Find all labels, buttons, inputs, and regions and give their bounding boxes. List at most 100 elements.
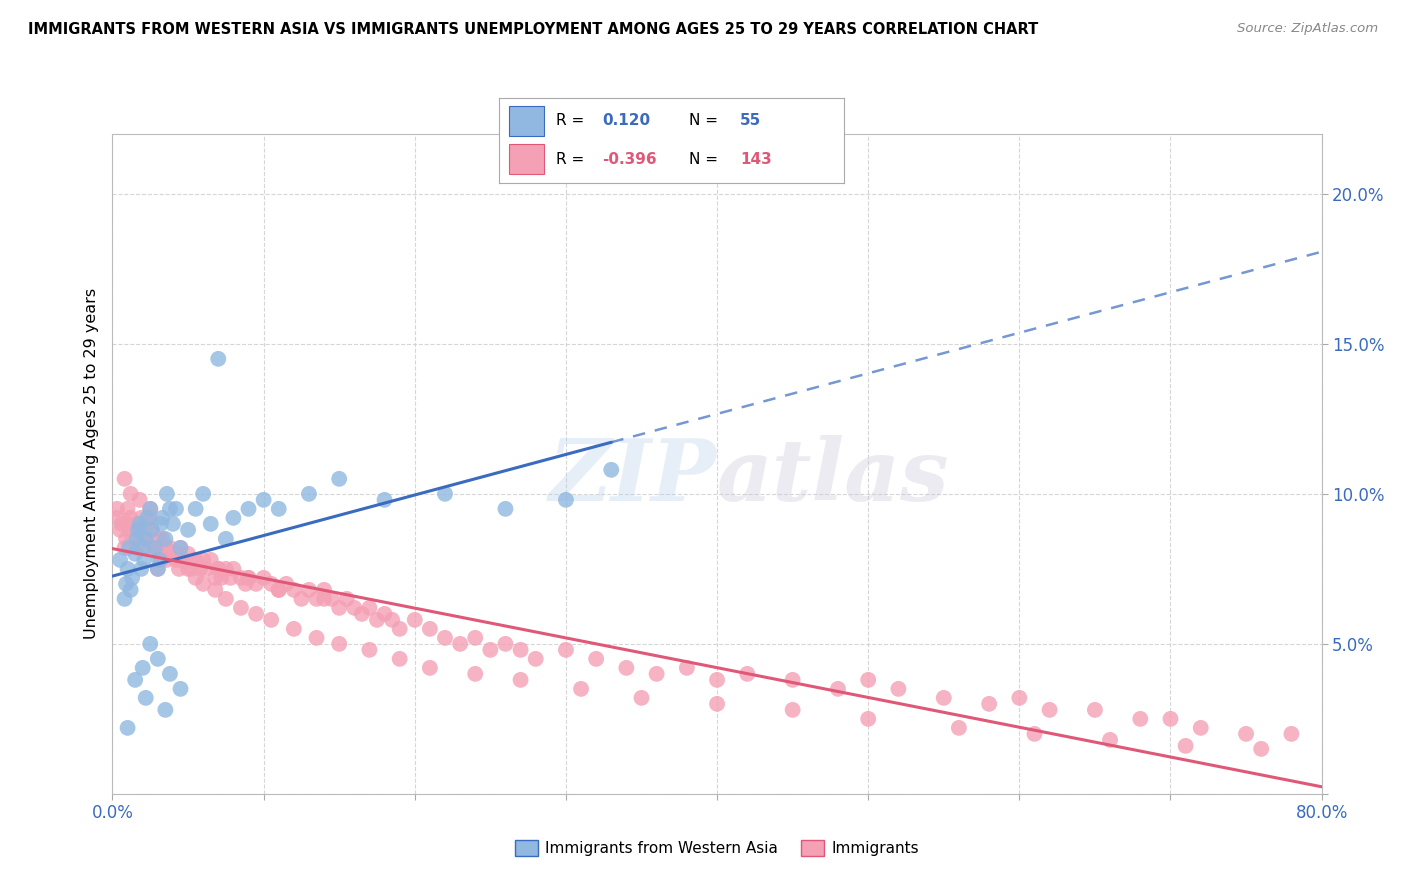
Point [124,547,146,561]
Point [524,652,547,666]
Point [195,562,218,576]
Point [200,553,222,567]
Point [136,511,159,525]
Point [283,582,305,597]
Point [117,721,139,735]
Point [260,577,283,591]
Point [856,712,880,726]
Point [238,501,260,516]
Point [1024,727,1046,741]
Point [359,643,381,657]
Point [115,532,138,546]
Point [238,571,260,585]
Point [215,562,238,576]
Point [314,582,336,597]
Point [146,652,169,666]
Text: atlas: atlas [717,435,949,519]
Point [495,501,517,516]
Text: N =: N = [689,152,717,167]
Point [305,591,328,606]
Point [1098,732,1121,747]
Point [169,681,191,696]
Point [260,613,283,627]
Point [132,661,155,675]
Point [159,541,181,555]
Point [125,532,148,546]
Point [156,553,179,567]
Point [105,501,128,516]
Point [204,582,226,597]
Point [509,643,531,657]
Point [283,622,305,636]
Point [139,511,162,525]
Text: 55: 55 [741,113,762,128]
Point [977,697,1000,711]
Point [129,562,152,576]
Point [165,553,187,567]
Point [108,523,131,537]
Point [388,652,411,666]
Point [253,492,276,507]
Point [150,511,173,525]
Point [374,607,396,621]
Point [328,637,350,651]
Point [267,582,290,597]
Point [120,487,142,501]
Point [177,562,200,576]
Point [127,523,149,537]
Point [204,571,226,585]
Point [184,501,207,516]
Point [146,541,169,555]
Point [118,541,141,555]
Point [381,613,404,627]
Point [139,501,162,516]
Point [207,351,229,366]
Point [554,492,576,507]
Point [127,523,149,537]
Point [128,532,150,546]
Point [585,652,607,666]
Point [737,666,759,681]
Point [155,541,177,555]
Point [174,553,197,567]
Point [706,673,728,687]
Point [159,666,181,681]
Point [135,532,157,546]
Point [165,501,187,516]
Point [419,661,441,675]
Point [169,553,191,567]
Point [215,591,238,606]
Point [114,541,136,555]
Text: Source: ZipAtlas.com: Source: ZipAtlas.com [1237,22,1378,36]
Point [1234,727,1257,741]
Point [328,600,350,615]
Point [167,562,190,576]
Point [150,532,173,546]
Point [124,516,146,531]
Point [149,516,172,531]
Point [433,631,456,645]
Point [298,487,321,501]
Point [366,613,388,627]
Point [188,562,211,576]
Point [948,721,970,735]
Point [146,532,169,546]
Point [509,673,531,687]
Point [159,501,181,516]
Point [464,631,486,645]
Point [782,673,804,687]
Point [128,516,150,531]
Point [495,637,517,651]
Point [782,703,804,717]
Point [630,690,652,705]
Point [245,607,267,621]
Point [706,697,728,711]
Point [117,516,139,531]
Point [932,690,955,705]
Text: 143: 143 [741,152,772,167]
Point [148,547,170,561]
Point [139,501,162,516]
Point [404,613,426,627]
Point [1084,703,1107,717]
Point [162,547,184,561]
